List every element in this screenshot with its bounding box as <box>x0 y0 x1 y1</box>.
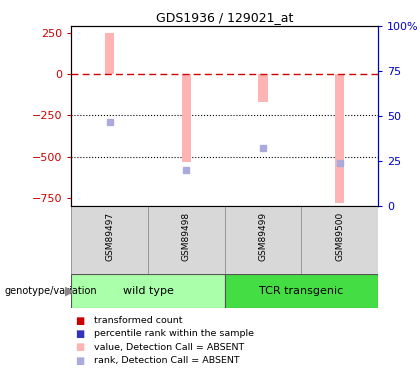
Text: ■: ■ <box>76 342 85 352</box>
Text: ■: ■ <box>76 329 85 339</box>
Text: TCR transgenic: TCR transgenic <box>259 286 344 296</box>
Text: ■: ■ <box>76 356 85 366</box>
Text: value, Detection Call = ABSENT: value, Detection Call = ABSENT <box>94 343 245 352</box>
Text: transformed count: transformed count <box>94 316 183 325</box>
Bar <box>71 206 148 274</box>
Bar <box>225 274 378 308</box>
Bar <box>302 206 378 274</box>
Bar <box>258 74 268 102</box>
Text: ■: ■ <box>76 316 85 326</box>
Text: GSM89500: GSM89500 <box>335 211 344 261</box>
Text: rank, Detection Call = ABSENT: rank, Detection Call = ABSENT <box>94 356 240 365</box>
Bar <box>225 206 302 274</box>
Text: wild type: wild type <box>123 286 173 296</box>
Text: genotype/variation: genotype/variation <box>4 286 97 296</box>
Title: GDS1936 / 129021_at: GDS1936 / 129021_at <box>156 11 294 24</box>
Bar <box>182 74 191 162</box>
Text: percentile rank within the sample: percentile rank within the sample <box>94 329 255 338</box>
Text: GSM89497: GSM89497 <box>105 211 114 261</box>
Bar <box>148 206 225 274</box>
Text: GSM89498: GSM89498 <box>182 211 191 261</box>
Bar <box>335 74 344 203</box>
Text: GSM89499: GSM89499 <box>259 211 268 261</box>
Text: ▶: ▶ <box>65 284 75 297</box>
Bar <box>71 274 225 308</box>
Bar <box>105 33 114 74</box>
